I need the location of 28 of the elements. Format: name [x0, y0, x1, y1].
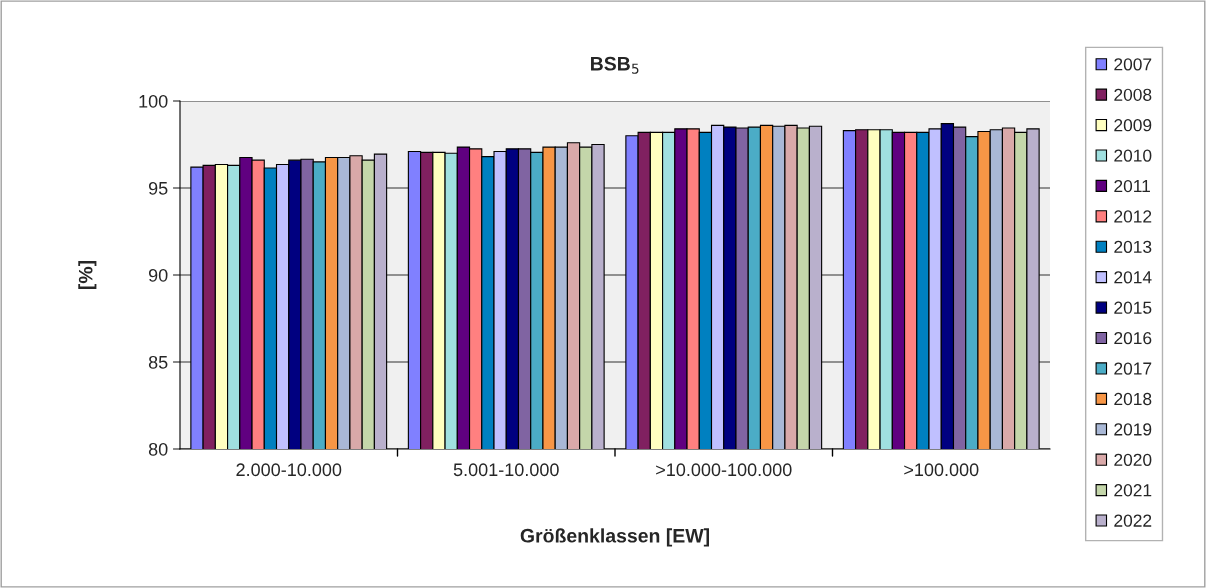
legend-label: 2011 [1114, 179, 1150, 193]
legend-label: 2013 [1114, 240, 1152, 254]
legend-label: 2007 [1114, 58, 1152, 71]
legend-label: 2009 [1114, 119, 1152, 132]
legend-label: 2016 [1114, 332, 1152, 345]
legend-label: 2015 [1114, 301, 1152, 314]
y-tick-label: 85 [148, 355, 168, 369]
legend-label: 2017 [1114, 362, 1152, 375]
y-tick-label: 90 [148, 268, 168, 282]
y-tick-label: 95 [148, 181, 168, 195]
legend-label: 2021 [1114, 484, 1152, 497]
legend-label: 2022 [1114, 514, 1152, 527]
legend-label: 2020 [1114, 453, 1152, 466]
legend-label: 2019 [1114, 423, 1152, 436]
legend-label: 2014 [1114, 271, 1152, 284]
x-tick-label: >10.000-100.000 [656, 463, 792, 477]
y-tick-label: 80 [148, 442, 168, 456]
legend-label: 2012 [1114, 210, 1152, 223]
legend-label: 2018 [1114, 392, 1152, 406]
chart-title: BSB$_{5}$ [591, 56, 639, 74]
x-tick-label: 2.000-10.000 [236, 463, 342, 477]
x-axis-title: Größenklassen [EW] [520, 528, 709, 547]
x-tick-label: >100.000 [904, 463, 979, 477]
legend-label: 2010 [1114, 149, 1152, 162]
y-axis-title: [%] [78, 260, 97, 290]
x-tick-label: 5.001-10.000 [453, 463, 559, 477]
y-tick-label: 100 [139, 94, 168, 108]
legend-label: 2008 [1114, 88, 1152, 101]
